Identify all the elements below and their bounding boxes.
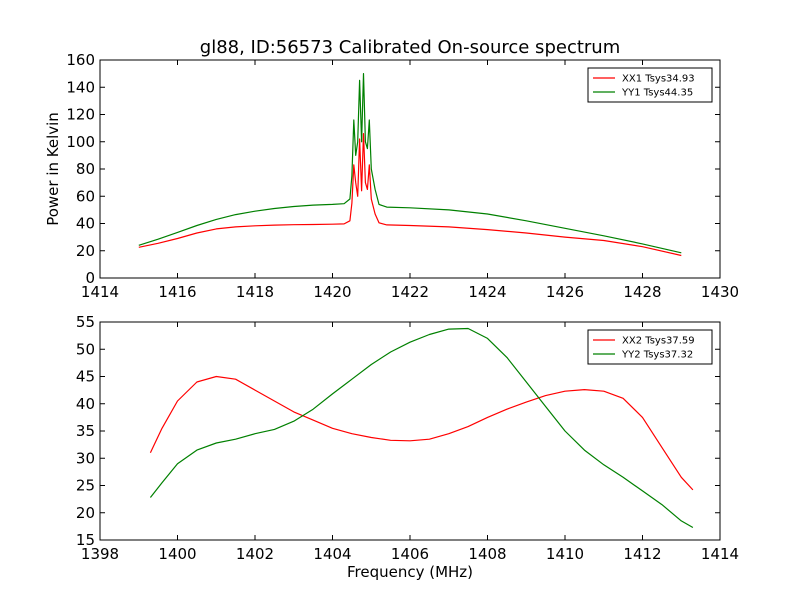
top-chart-ytick-label: 140 bbox=[66, 78, 95, 96]
top-chart-xtick-label: 1414 bbox=[81, 283, 119, 301]
bottom-chart-xtick-label: 1400 bbox=[158, 545, 196, 563]
top-chart-ytick-label: 80 bbox=[76, 160, 95, 178]
bottom-chart-ytick-label: 15 bbox=[76, 531, 95, 549]
bottom-chart-ytick-label: 20 bbox=[76, 504, 95, 522]
bottom-chart-plot-area: 1398 1400 1402 1404 1406 1408 1410 1412 1414 15 20… bbox=[76, 313, 739, 563]
top-chart-ytick-label: 20 bbox=[76, 242, 95, 260]
bottom-chart-xtick-label: 1398 bbox=[81, 545, 119, 563]
top-chart: gl88, ID:56573 Calibrated On-source spec… bbox=[44, 37, 739, 301]
bottom-chart-legend: XX2 Tsys37.59 YY2 Tsys37.32 bbox=[587, 329, 713, 365]
top-chart-xtick-label: 1430 bbox=[701, 283, 739, 301]
bottom-chart-xtick-label: 1402 bbox=[236, 545, 274, 563]
top-chart-ytick-label: 100 bbox=[66, 133, 95, 151]
bottom-chart-ytick-label: 35 bbox=[76, 422, 95, 440]
top-chart-xtick-label: 1416 bbox=[158, 283, 196, 301]
top-chart-xtick-label: 1422 bbox=[391, 283, 429, 301]
bottom-chart-xlabel: Frequency (MHz) bbox=[347, 563, 473, 581]
bottom-chart-ytick-label: 40 bbox=[76, 395, 95, 413]
top-chart-legend-box bbox=[587, 67, 713, 103]
top-chart-plot-area: 1414 1416 1418 1420 1422 1424 1426 1428 1430 0 20 4… bbox=[66, 51, 739, 301]
top-chart-title: gl88, ID:56573 Calibrated On-source spec… bbox=[200, 37, 620, 58]
bottom-chart-legend-box bbox=[587, 329, 713, 365]
bottom-chart-series-2-line bbox=[149, 327, 694, 529]
top-chart-ylabel: Power in Kelvin bbox=[44, 112, 62, 226]
top-chart-xtick-label: 1418 bbox=[236, 283, 274, 301]
bottom-chart-xtick-label: 1404 bbox=[313, 545, 351, 563]
top-chart-xtick-label: 1428 bbox=[623, 283, 661, 301]
top-chart-ytick-label: 60 bbox=[76, 187, 95, 205]
bottom-chart-ytick-label: 25 bbox=[76, 477, 95, 495]
bottom-chart-xtick-label: 1406 bbox=[391, 545, 429, 563]
top-chart-xtick-label: 1426 bbox=[546, 283, 584, 301]
top-chart-legend-label-2: YY1 Tsys44.35 bbox=[621, 88, 693, 99]
bottom-chart-xtick-label: 1408 bbox=[468, 545, 506, 563]
top-chart-xtick-label: 1424 bbox=[468, 283, 506, 301]
top-chart-legend-label-1: XX1 Tsys34.93 bbox=[622, 74, 695, 85]
bottom-chart-xtick-label: 1414 bbox=[701, 545, 739, 563]
top-chart-series-1-line bbox=[138, 133, 682, 257]
bottom-chart-ytick-label: 55 bbox=[76, 313, 95, 331]
bottom-chart-series-1-line bbox=[149, 375, 694, 491]
top-chart-series-2-line bbox=[138, 72, 682, 254]
bottom-chart-ytick-label: 45 bbox=[76, 368, 95, 386]
bottom-chart-ytick-label: 30 bbox=[76, 449, 95, 467]
top-chart-xtick-label: 1420 bbox=[313, 283, 351, 301]
bottom-chart-xtick-label: 1410 bbox=[546, 545, 584, 563]
bottom-chart-xtick-label: 1412 bbox=[623, 545, 661, 563]
bottom-chart-ytick-label: 50 bbox=[76, 340, 95, 358]
bottom-chart-legend-label-1: XX2 Tsys37.59 bbox=[622, 336, 695, 347]
top-chart-ytick-label: 160 bbox=[66, 51, 95, 69]
top-chart-ytick-label: 40 bbox=[76, 215, 95, 233]
top-chart-legend: XX1 Tsys34.93 YY1 Tsys44.35 bbox=[587, 67, 713, 103]
bottom-chart: Frequency (MHz) 1398 1400 1402 1404 1406 1408… bbox=[76, 313, 739, 581]
bottom-chart-legend-label-2: YY2 Tsys37.32 bbox=[621, 350, 693, 361]
top-chart-ytick-label: 120 bbox=[66, 106, 95, 124]
top-chart-ytick-label: 0 bbox=[85, 269, 95, 287]
